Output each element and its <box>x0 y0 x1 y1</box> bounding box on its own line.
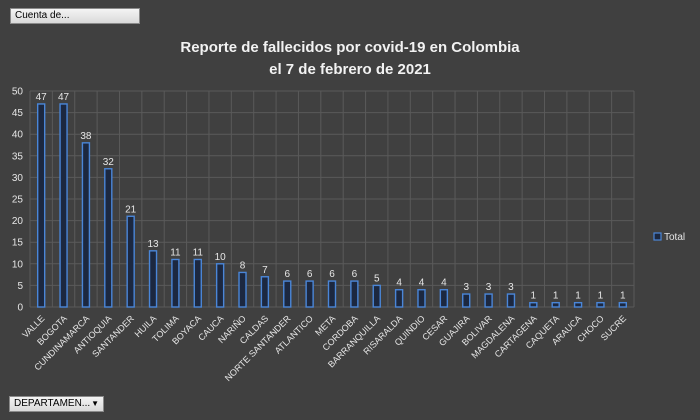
x-axis-categories: VALLEBOGOTACUNDINAMARCAANTIOQUIASANTANDE… <box>20 313 628 383</box>
value-field-label: Cuenta de... <box>15 10 70 21</box>
y-tick-label: 25 <box>12 195 24 206</box>
gridlines <box>29 90 635 308</box>
bar <box>439 289 449 308</box>
data-label: 5 <box>374 273 380 284</box>
bar <box>238 271 247 308</box>
legend-label: Total <box>664 232 685 243</box>
bar <box>372 284 381 308</box>
data-label: 8 <box>240 260 246 271</box>
y-tick-label: 35 <box>12 151 24 162</box>
bar <box>81 142 91 308</box>
bar <box>193 258 202 308</box>
bar <box>126 215 135 308</box>
bar <box>462 293 471 308</box>
bar <box>305 280 314 308</box>
y-tick-label: 30 <box>12 173 24 184</box>
y-tick-label: 5 <box>17 281 23 292</box>
bar <box>260 276 270 308</box>
data-label: 10 <box>215 252 227 263</box>
bar <box>506 293 516 308</box>
axis-field-button[interactable]: DEPARTAMEN... ▼ <box>9 396 104 412</box>
chevron-down-icon[interactable]: ▼ <box>91 399 99 408</box>
data-label: 4 <box>396 278 402 289</box>
y-tick-label: 15 <box>12 238 24 249</box>
bar <box>573 301 583 308</box>
legend: Total <box>653 232 685 243</box>
data-label: 1 <box>575 291 581 302</box>
data-label: 4 <box>441 278 447 289</box>
bar <box>350 280 359 308</box>
data-label: 47 <box>58 92 70 103</box>
bar <box>417 289 426 308</box>
bar <box>59 103 68 308</box>
y-tick-label: 40 <box>12 130 24 141</box>
data-label: 6 <box>307 269 313 280</box>
data-label: 1 <box>598 291 604 302</box>
data-label: 3 <box>508 282 514 293</box>
bar <box>484 293 493 308</box>
y-tick-label: 50 <box>12 87 24 98</box>
data-label: 21 <box>125 204 137 215</box>
axis-field-label: DEPARTAMEN... <box>14 398 91 409</box>
value-field-button[interactable]: Cuenta de... <box>10 8 140 24</box>
bar <box>394 289 404 308</box>
bar <box>104 168 113 308</box>
data-label: 11 <box>193 247 204 258</box>
data-label: 13 <box>147 239 159 250</box>
y-tick-label: 20 <box>12 216 24 227</box>
bar <box>551 301 560 308</box>
data-label: 38 <box>80 131 92 142</box>
data-label: 3 <box>486 282 492 293</box>
data-label: 11 <box>170 247 181 258</box>
bar <box>596 301 605 308</box>
data-label: 6 <box>352 269 358 280</box>
data-label: 7 <box>262 265 268 276</box>
data-label: 6 <box>284 269 290 280</box>
bar <box>618 301 628 308</box>
data-label: 1 <box>620 291 626 302</box>
data-label: 1 <box>531 291 537 302</box>
bar <box>36 103 46 308</box>
bar <box>529 301 538 308</box>
chart-subtitle: el 7 de febrero de 2021 <box>269 61 431 78</box>
x-category-label: SUCRE <box>599 313 628 342</box>
bar <box>283 280 292 308</box>
data-label: 1 <box>553 291 559 302</box>
data-label: 47 <box>36 92 48 103</box>
chart-title: Reporte de fallecidos por covid-19 en Co… <box>180 39 520 56</box>
data-label: 3 <box>463 282 469 293</box>
data-label: 4 <box>419 278 425 289</box>
y-tick-label: 10 <box>12 259 24 270</box>
bars <box>36 103 628 308</box>
data-label: 32 <box>103 157 115 168</box>
bar <box>148 250 158 308</box>
y-axis-ticks: 0 5 10 15 20 25 30 35 40 45 50 <box>12 87 24 314</box>
data-label: 6 <box>329 269 335 280</box>
bar <box>171 258 180 308</box>
y-tick-label: 0 <box>17 303 23 314</box>
legend-swatch <box>653 232 662 241</box>
bar <box>215 263 225 308</box>
y-tick-label: 45 <box>12 108 24 119</box>
bar <box>327 280 337 308</box>
